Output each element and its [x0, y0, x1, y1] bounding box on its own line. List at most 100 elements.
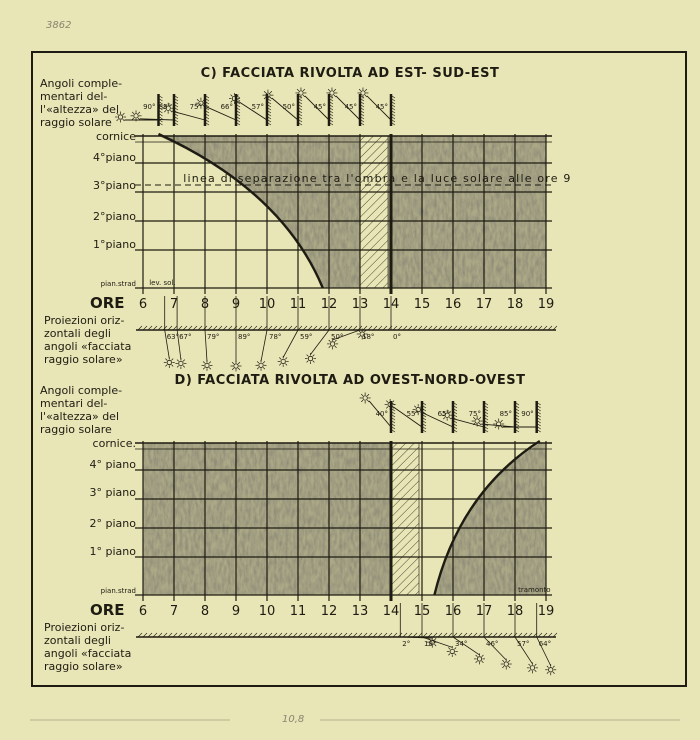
sun-ray: [263, 97, 267, 100]
ground-hatch: [537, 325, 543, 331]
post-hatch: [484, 417, 489, 421]
ground-hatch: [307, 325, 313, 331]
ground-hatch: [322, 632, 328, 638]
post-hatch: [329, 122, 334, 126]
ground-hatch: [442, 632, 448, 638]
post-hatch: [453, 423, 458, 427]
post-hatch: [453, 402, 458, 406]
post-hatch: [329, 113, 334, 117]
post-hatch: [236, 110, 241, 114]
post-hatch: [391, 408, 396, 412]
sun-ray: [327, 94, 331, 98]
post-hatch: [391, 414, 396, 418]
ground-hatch: [407, 325, 413, 331]
sun-ray-line: [368, 400, 392, 428]
shadow-boundary-curve: [157, 132, 324, 289]
projection-angle-label: 63°: [167, 333, 179, 341]
post-hatch: [484, 405, 489, 409]
post-hatch: [453, 411, 458, 415]
projection-label: Proiezioni oriz-: [44, 314, 124, 327]
post-hatch: [391, 411, 396, 415]
ground-hatch: [362, 325, 368, 331]
sun-ray: [256, 367, 260, 370]
post-hatch: [422, 405, 427, 409]
sun-icon: [162, 102, 174, 114]
post-hatch: [329, 116, 334, 120]
post-hatch: [267, 122, 272, 126]
sun-core: [449, 648, 455, 655]
sun-icon: [201, 359, 213, 371]
sun-icon: [130, 110, 142, 122]
floor-label: 1°piano: [93, 238, 136, 251]
ground-hatch: [242, 632, 248, 638]
projection-ray: [536, 636, 552, 666]
ground-hatch: [147, 632, 153, 638]
ground-hatch: [507, 632, 513, 638]
sun-ray: [552, 671, 555, 674]
ground-hatch: [422, 325, 428, 331]
post-hatch: [174, 107, 179, 111]
post-hatch: [484, 411, 489, 415]
post-hatch: [484, 402, 489, 406]
post-hatch: [267, 113, 272, 117]
post-hatch: [174, 104, 179, 108]
post-hatch: [453, 420, 458, 424]
sun-ray: [392, 400, 395, 403]
ground-hatch: [247, 325, 253, 331]
sun-ray: [528, 669, 531, 672]
post-hatch: [391, 429, 396, 433]
floor-label: 2° piano: [90, 517, 137, 530]
ground-hatch: [207, 325, 213, 331]
post-hatch: [515, 417, 520, 421]
post-hatch: [391, 116, 396, 120]
projection-label: zontali degli: [44, 634, 111, 647]
post-hatch: [329, 110, 334, 114]
ground-hatch: [447, 632, 453, 638]
ground-hatch: [437, 325, 443, 331]
post-hatch: [298, 98, 303, 102]
ground-hatch: [467, 632, 473, 638]
projection-angle-label: 67°: [179, 333, 191, 341]
sun-ray: [534, 663, 537, 666]
sun-ray-line: [335, 95, 361, 121]
sun-ray: [296, 88, 300, 92]
post-hatch: [360, 104, 365, 108]
projection-label: raggio solare»: [44, 353, 123, 366]
post-hatch: [267, 119, 272, 123]
sun-ray: [131, 111, 135, 114]
sun-core: [198, 100, 204, 106]
altitude-angle-label: 90°: [521, 410, 533, 418]
sun-ray: [552, 665, 555, 668]
ground-hatch: [272, 632, 278, 638]
ground-hatch: [302, 325, 308, 331]
sun-ray: [285, 357, 288, 360]
post-hatch: [391, 426, 396, 430]
sun-core: [429, 639, 435, 645]
ground-hatch: [352, 632, 358, 638]
ground-hatch: [332, 325, 338, 331]
hour-label: 16: [445, 297, 462, 312]
floor-label: 4° piano: [90, 458, 137, 471]
altitude-angle-label: 57°: [252, 103, 264, 111]
sun-ray: [116, 118, 119, 122]
sun-icon: [493, 418, 505, 430]
post-hatch: [515, 423, 520, 427]
post-hatch: [159, 110, 163, 114]
post-hatch: [159, 98, 163, 102]
sun-ray: [231, 367, 235, 371]
sun-ray: [334, 345, 337, 349]
post-hatch: [205, 119, 210, 123]
ground-hatch: [427, 632, 433, 638]
sun-icon: [262, 89, 274, 101]
sun-ray: [165, 364, 168, 367]
ground-hatch: [292, 632, 298, 638]
post-hatch: [360, 95, 365, 99]
sun-icon: [412, 404, 424, 416]
ground-hatch: [267, 632, 273, 638]
ground-hatch: [477, 632, 483, 638]
ground-hatch: [212, 632, 218, 638]
sun-ray: [262, 367, 266, 370]
post-hatch: [537, 426, 541, 430]
sun-ray: [481, 654, 484, 658]
post-hatch: [391, 417, 396, 421]
